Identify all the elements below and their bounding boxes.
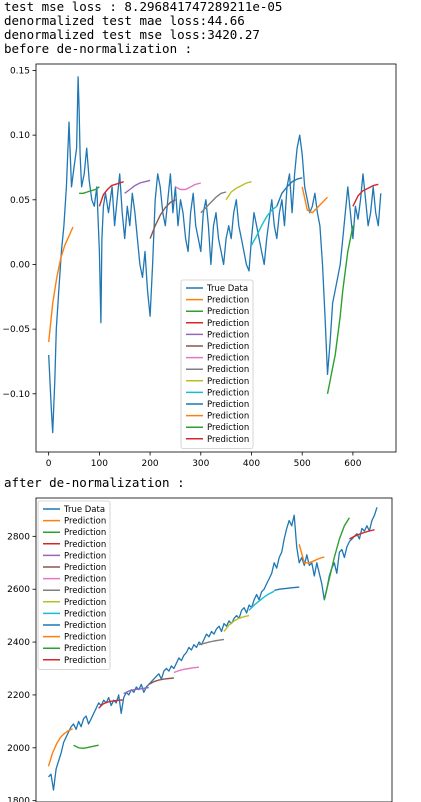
legend-label: Prediction bbox=[207, 296, 249, 306]
series-prediction-3 bbox=[98, 181, 124, 207]
x-tick-label: 500 bbox=[294, 459, 311, 469]
legend-label: Prediction bbox=[207, 319, 249, 329]
legend-label: Prediction bbox=[64, 644, 106, 654]
series-prediction-8 bbox=[223, 614, 250, 632]
series-prediction-10 bbox=[276, 177, 303, 207]
series-true-data bbox=[48, 76, 382, 434]
series-prediction-6 bbox=[173, 666, 200, 674]
y-tick-label: 2800 bbox=[7, 532, 30, 542]
legend-label: Prediction bbox=[207, 342, 249, 352]
legend-label: Prediction bbox=[207, 307, 249, 317]
legend-label: Prediction bbox=[207, 365, 249, 375]
y-tick-label: 2600 bbox=[7, 585, 30, 595]
series-prediction-2 bbox=[79, 186, 100, 195]
series-prediction-1 bbox=[47, 728, 73, 767]
series-prediction-12 bbox=[326, 225, 354, 394]
legend-label: True Data bbox=[206, 284, 248, 294]
y-tick-label: −0.10 bbox=[2, 390, 30, 400]
legend-label: Prediction bbox=[64, 563, 106, 573]
legend-label: Prediction bbox=[207, 400, 249, 410]
legend-label: Prediction bbox=[64, 586, 106, 596]
output-line-after: after de-normalization : bbox=[4, 475, 185, 490]
legend-label: Prediction bbox=[64, 517, 106, 527]
legend-label: Prediction bbox=[64, 528, 106, 538]
y-tick-label: 2000 bbox=[7, 744, 30, 754]
y-tick-label: 0.00 bbox=[10, 260, 30, 270]
legend-label: True Data bbox=[63, 505, 105, 515]
output-line-1: test mse loss : 8.296841747289211e-05 bbox=[4, 0, 283, 14]
output-line-4: before de-normalization : bbox=[4, 41, 193, 56]
y-tick-label: 2200 bbox=[7, 691, 30, 701]
y-tick-label: 0.05 bbox=[10, 196, 30, 206]
series-prediction-10 bbox=[274, 586, 300, 592]
legend-label: Prediction bbox=[207, 388, 249, 398]
series-prediction-11 bbox=[298, 544, 325, 564]
x-tick-label: 400 bbox=[243, 459, 260, 469]
series-prediction-2 bbox=[73, 744, 99, 749]
output-line-3: denormalized test mse loss:3420.27 bbox=[4, 27, 260, 42]
chart-before-normalization: 0.15 0.10 0.05 0.00 −0.05 −0.10 0 100 200 300 400 5… bbox=[2, 63, 397, 469]
series-prediction-7 bbox=[200, 191, 227, 214]
x-tick-label: 600 bbox=[344, 459, 361, 469]
legend-label: Prediction bbox=[207, 377, 249, 387]
x-tick-label: 100 bbox=[91, 459, 108, 469]
x-tick-label: 200 bbox=[141, 459, 158, 469]
x-tick-label: 0 bbox=[46, 459, 52, 469]
legend-label: Prediction bbox=[64, 551, 106, 561]
y-tick-label: 0.15 bbox=[10, 66, 30, 76]
legend-label: Prediction bbox=[207, 412, 249, 422]
y-tick-label: −0.05 bbox=[2, 325, 30, 335]
series-prediction-13 bbox=[349, 529, 375, 540]
legend-label: Prediction bbox=[207, 435, 249, 445]
legend-label: Prediction bbox=[64, 575, 106, 585]
series-prediction-13 bbox=[352, 183, 379, 207]
legend-label: Prediction bbox=[207, 423, 249, 433]
series-prediction-9 bbox=[250, 205, 278, 246]
series-prediction-3 bbox=[98, 699, 123, 709]
legend-label: Prediction bbox=[207, 354, 249, 364]
series-prediction-12 bbox=[323, 517, 350, 600]
legend-label: Prediction bbox=[207, 330, 249, 340]
x-tick-label: 300 bbox=[192, 459, 209, 469]
y-tick-label: 0.10 bbox=[10, 131, 30, 141]
legend-label: Prediction bbox=[64, 633, 106, 643]
chart-legend: True DataPredictionPredictionPredictionP… bbox=[180, 279, 254, 449]
series-prediction-11 bbox=[301, 186, 329, 214]
series-prediction-1 bbox=[48, 226, 74, 343]
legend-label: Prediction bbox=[64, 540, 106, 550]
chart-after-normalization: 2800 2600 2400 2200 2000 1800 True Data Predict… bbox=[7, 497, 393, 802]
legend-label: Prediction bbox=[64, 656, 106, 666]
series-true-data bbox=[48, 507, 378, 791]
series-prediction-6 bbox=[175, 182, 201, 191]
legend-label: Prediction bbox=[64, 621, 106, 631]
series-prediction-4 bbox=[124, 179, 151, 194]
y-tick-label: 1800 bbox=[7, 797, 30, 802]
legend-label: Prediction bbox=[64, 598, 106, 608]
series-prediction-8 bbox=[225, 181, 252, 201]
series-prediction-4 bbox=[123, 686, 149, 695]
series-prediction-5 bbox=[149, 199, 176, 239]
series-prediction-9 bbox=[248, 590, 275, 611]
output-line-2: denormalized test mae loss:44.66 bbox=[4, 13, 245, 28]
legend-label: Prediction bbox=[64, 609, 106, 619]
chart-legend: True DataPredictionPredictionPredictionP… bbox=[37, 500, 111, 670]
series-prediction-7 bbox=[198, 638, 225, 646]
y-tick-label: 2400 bbox=[7, 638, 30, 648]
series-prediction-5 bbox=[148, 677, 174, 686]
